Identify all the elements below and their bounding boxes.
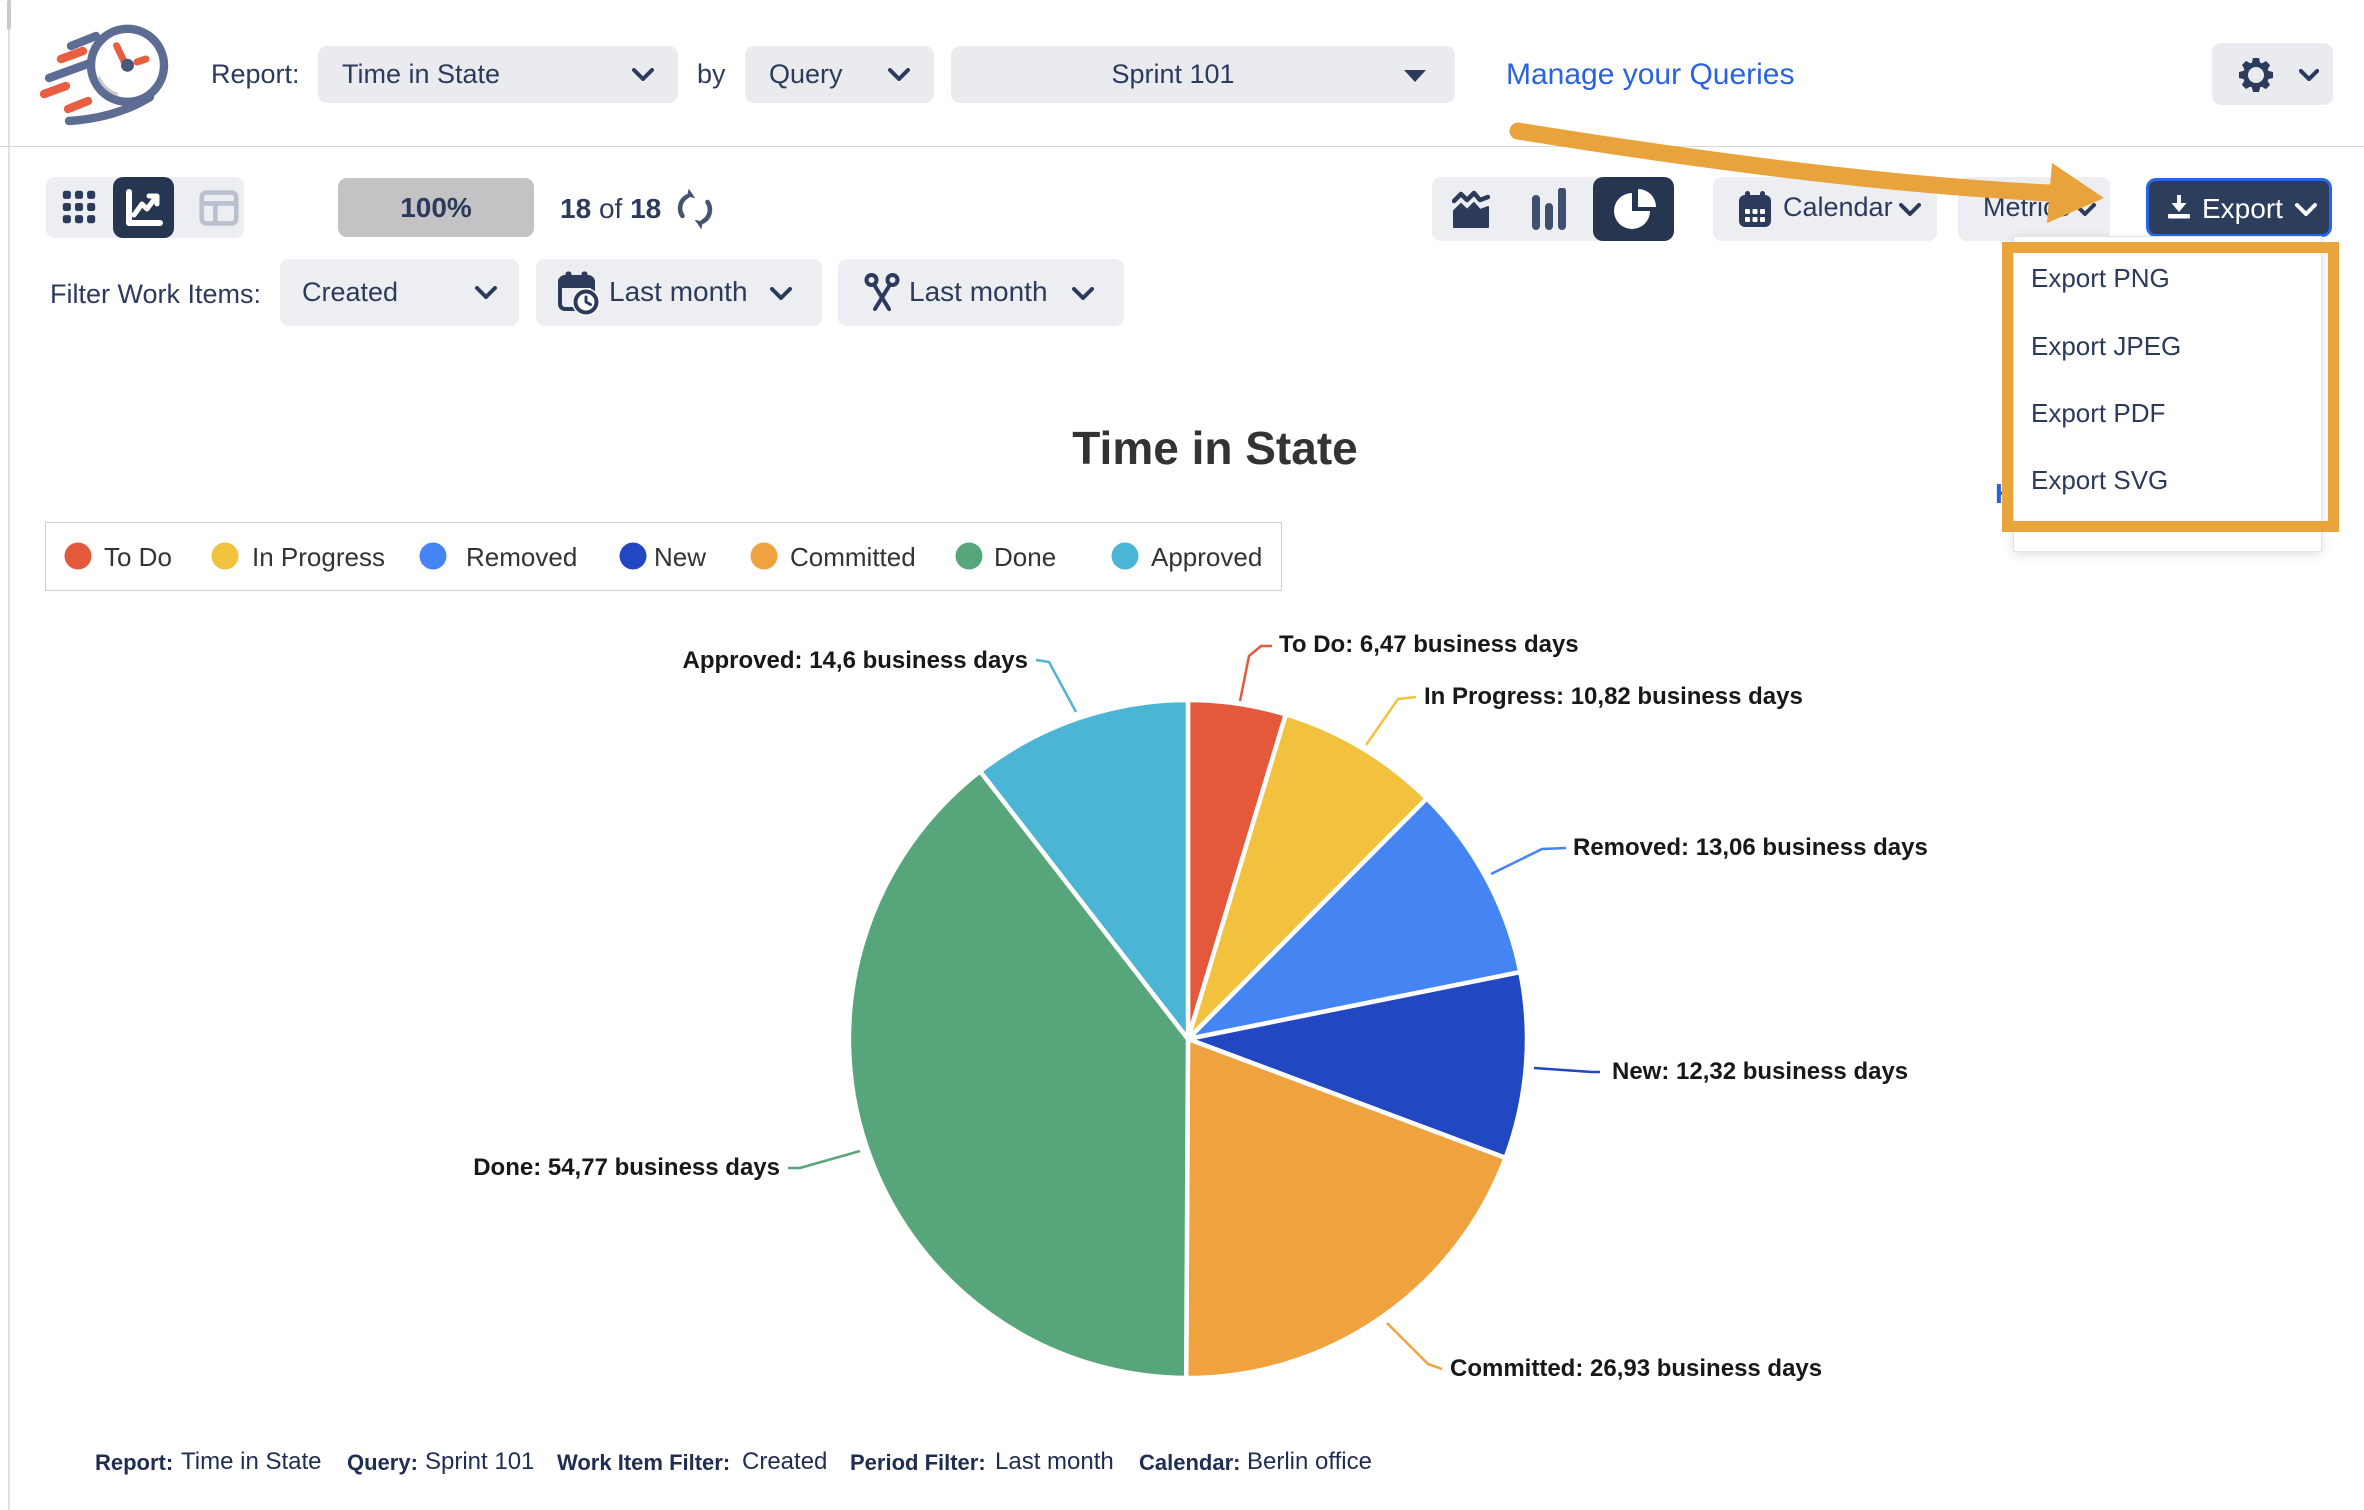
svg-text:New: New	[654, 542, 706, 572]
svg-text:In Progress: In Progress	[252, 542, 385, 572]
svg-text:Removed: Removed	[466, 542, 577, 572]
svg-text:Committed: Committed	[790, 542, 916, 572]
svg-text:Approved: Approved	[1151, 542, 1262, 572]
svg-text:To Do: To Do	[104, 542, 172, 572]
svg-text:Done: Done	[994, 542, 1056, 572]
